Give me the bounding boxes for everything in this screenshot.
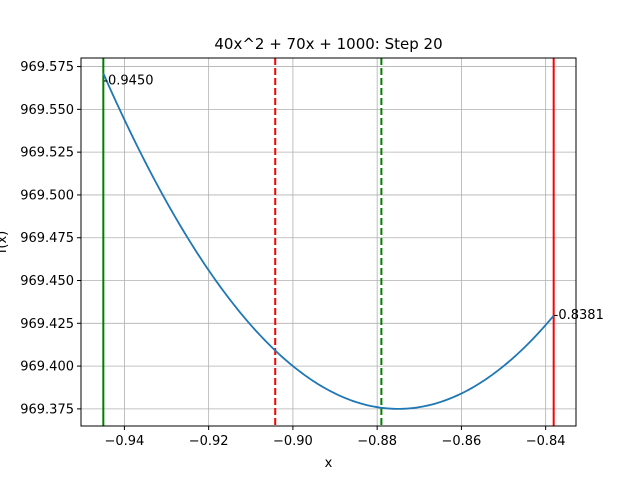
x-ticks: −0.94 −0.92 −0.90 −0.88 −0.86 −0.84 <box>104 426 566 449</box>
series-line <box>102 73 555 410</box>
y-tick-label: 969.450 <box>20 274 74 289</box>
y-ticks: 969.375 969.400 969.425 969.450 969.475 969.5… <box>20 60 81 417</box>
x-tick-label: −0.86 <box>441 434 481 449</box>
annotations: -0.9450 -0.8381 <box>103 73 604 322</box>
y-tick-label: 969.400 <box>20 360 74 375</box>
series-group <box>102 73 555 410</box>
y-tick-label: 969.375 <box>20 402 74 417</box>
annotation-label: -0.9450 <box>103 73 153 88</box>
y-tick-label: 969.475 <box>20 231 74 246</box>
x-tick-label: −0.90 <box>273 434 313 449</box>
annotation-label: -0.8381 <box>554 308 604 323</box>
x-axis-label: x <box>325 456 333 471</box>
y-axis-label: f(x) <box>0 231 10 253</box>
x-tick-label: −0.92 <box>189 434 229 449</box>
x-tick-label: −0.84 <box>526 434 566 449</box>
plot-frame <box>80 57 577 427</box>
y-tick-label: 969.525 <box>20 146 74 161</box>
x-tick-label: −0.94 <box>104 434 144 449</box>
grid <box>81 58 576 426</box>
chart-title: 40x^2 + 70x + 1000: Step 20 <box>214 35 442 53</box>
y-tick-label: 969.550 <box>20 103 74 118</box>
y-tick-label: 969.425 <box>20 317 74 332</box>
x-tick-label: −0.88 <box>357 434 397 449</box>
vertical-lines <box>102 58 555 426</box>
y-tick-label: 969.500 <box>20 188 74 203</box>
y-tick-label: 969.575 <box>20 60 74 75</box>
